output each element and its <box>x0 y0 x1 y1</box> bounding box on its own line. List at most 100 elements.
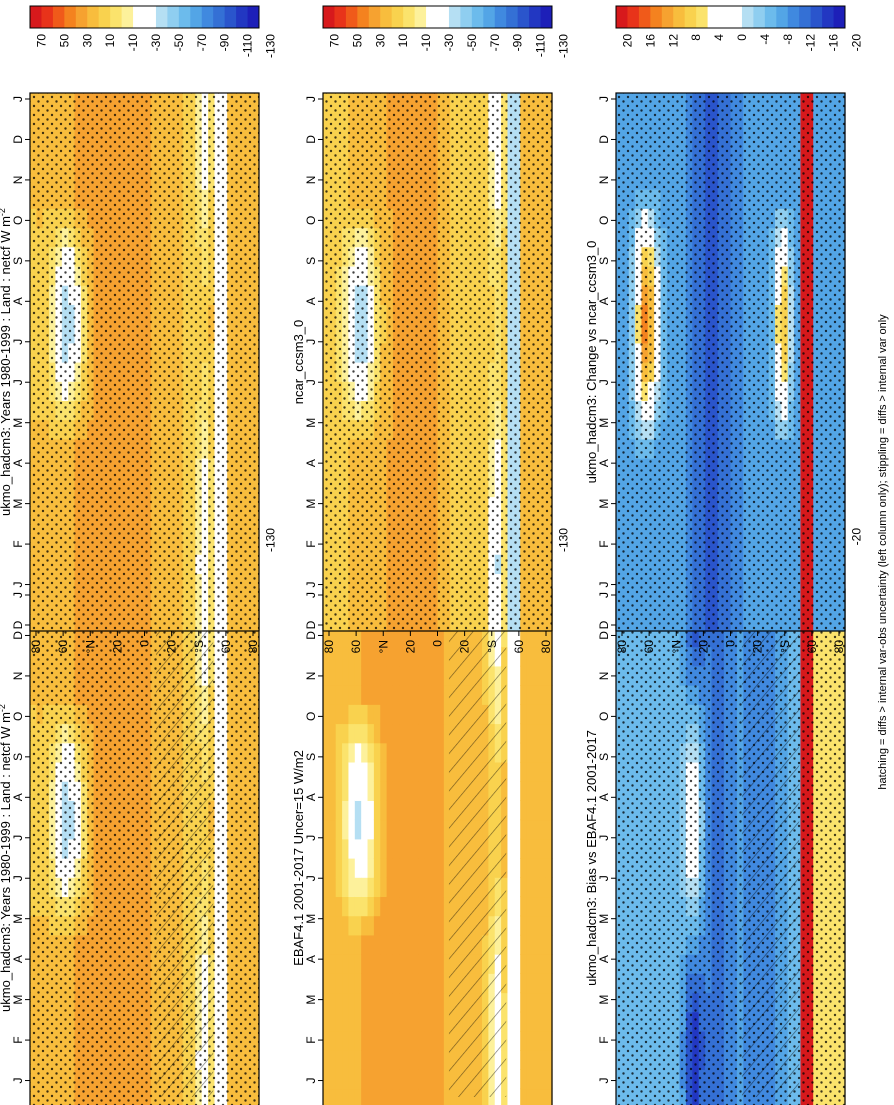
heatmap-cell <box>520 954 528 974</box>
heatmap-cell <box>373 858 381 878</box>
heatmap-cell <box>437 877 445 898</box>
heatmap-cell <box>348 858 356 878</box>
heatmap-cell <box>386 1088 394 1105</box>
colorbar-swatch <box>190 6 203 28</box>
heatmap-cell <box>513 992 521 1013</box>
colorbar-tick-label: 10 <box>103 34 117 48</box>
heatmap-cell <box>323 1088 330 1105</box>
heatmap-cell <box>373 723 381 744</box>
heatmap-cell <box>323 723 330 744</box>
heatmap-cell <box>405 1069 413 1090</box>
heatmap-cell <box>418 1011 426 1032</box>
heatmap-cell <box>354 704 362 725</box>
heatmap-cell <box>323 915 330 936</box>
heatmap-cell <box>424 1069 432 1090</box>
heatmap-cell <box>323 800 330 821</box>
heatmap-cell <box>532 665 540 686</box>
heatmap-cell <box>539 838 547 859</box>
heatmap-cell <box>348 723 356 744</box>
colorbar-tick-label: -70 <box>488 34 502 52</box>
stipple-overlay <box>30 93 259 631</box>
heatmap-cell <box>520 1011 528 1032</box>
heatmap-cell <box>443 1088 451 1105</box>
heatmap-cell <box>348 781 356 801</box>
lat-tick-label: °S <box>192 640 206 653</box>
heatmap-cell <box>386 761 394 782</box>
heatmap-cell <box>399 627 407 648</box>
heatmap-cell <box>354 992 362 1013</box>
heatmap-cell <box>354 973 362 994</box>
heatmap-cell <box>354 742 362 763</box>
heatmap-cell <box>507 723 515 744</box>
heatmap-cell <box>405 761 413 782</box>
heatmap-cell <box>361 704 369 725</box>
heatmap-cell <box>520 1088 528 1105</box>
colorbar-tick-label: -130 <box>263 528 277 552</box>
heatmap-cell <box>380 742 388 763</box>
heatmap-cell <box>380 838 388 859</box>
heatmap-cell <box>399 1069 407 1090</box>
heatmap-cell <box>532 1011 540 1032</box>
heatmap-cell <box>323 761 330 782</box>
heatmap-cell <box>443 781 451 801</box>
month-tick-label: A <box>304 793 318 801</box>
heatmap-cell <box>418 665 426 686</box>
lat-tick-label: 60 <box>349 640 363 654</box>
panel-title: ukmo_hadcm3: Years 1980-1999 : Land : ne… <box>0 704 13 1012</box>
heatmap-cell <box>526 1050 534 1070</box>
heatmap-cell <box>335 646 343 667</box>
colorbar-swatch <box>357 6 370 28</box>
heatmap-cell <box>532 1069 540 1090</box>
heatmap-cell <box>412 1069 420 1090</box>
heatmap-cell <box>507 954 515 974</box>
heatmap-cell <box>412 877 420 898</box>
heatmap-cell <box>405 1050 413 1070</box>
month-tick-label: A <box>11 793 25 801</box>
heatmap-cell <box>418 838 426 859</box>
heatmap-cell <box>386 704 394 725</box>
heatmap-cell <box>373 665 381 686</box>
colorbar-swatch <box>110 6 123 28</box>
heatmap-cell <box>424 646 432 667</box>
heatmap-cell <box>335 915 343 936</box>
heatmap-cell <box>373 1088 381 1105</box>
heatmap-cell <box>431 934 439 955</box>
colorbar-tick-label: -90 <box>218 34 232 52</box>
month-tick-label: J <box>304 582 318 588</box>
heatmap-cell <box>399 819 407 840</box>
heatmap-cell <box>424 800 432 821</box>
heatmap-cell <box>412 1088 420 1105</box>
month-tick-label: A <box>304 297 318 305</box>
heatmap-cell <box>507 896 515 917</box>
heatmap-cell <box>520 685 528 705</box>
heatmap-cell <box>354 1069 362 1090</box>
heatmap-cell <box>424 858 432 878</box>
month-tick-label: M <box>304 995 318 1005</box>
heatmap-cell <box>526 934 534 955</box>
lat-tick-label: 20 <box>110 640 124 654</box>
heatmap-cell <box>354 685 362 705</box>
heatmap-cell <box>405 704 413 725</box>
heatmap-cell <box>329 915 337 936</box>
heatmap-cell <box>545 1088 553 1105</box>
heatmap-cell <box>431 723 439 744</box>
heatmap-cell <box>431 858 439 878</box>
heatmap-cell <box>380 877 388 898</box>
month-tick-label: O <box>11 216 25 225</box>
heatmap-cell <box>532 627 540 648</box>
heatmap-cell <box>443 858 451 878</box>
heatmap-cell <box>373 1030 381 1051</box>
heatmap-cell <box>323 685 330 705</box>
heatmap-cell <box>380 954 388 974</box>
heatmap-cell <box>399 685 407 705</box>
heatmap-cell <box>424 877 432 898</box>
heatmap-cell <box>373 973 381 994</box>
heatmap-cell <box>342 934 350 955</box>
month-tick-label: J <box>304 1078 318 1084</box>
panel-title: ukmo_hadcm3: Years 1980-1999 : Land : ne… <box>0 208 13 516</box>
heatmap-cell <box>392 627 400 648</box>
heatmap-cell <box>348 877 356 898</box>
colorbar-swatch <box>414 6 427 28</box>
heatmap-cell <box>545 896 553 917</box>
heatmap-cell <box>348 704 356 725</box>
